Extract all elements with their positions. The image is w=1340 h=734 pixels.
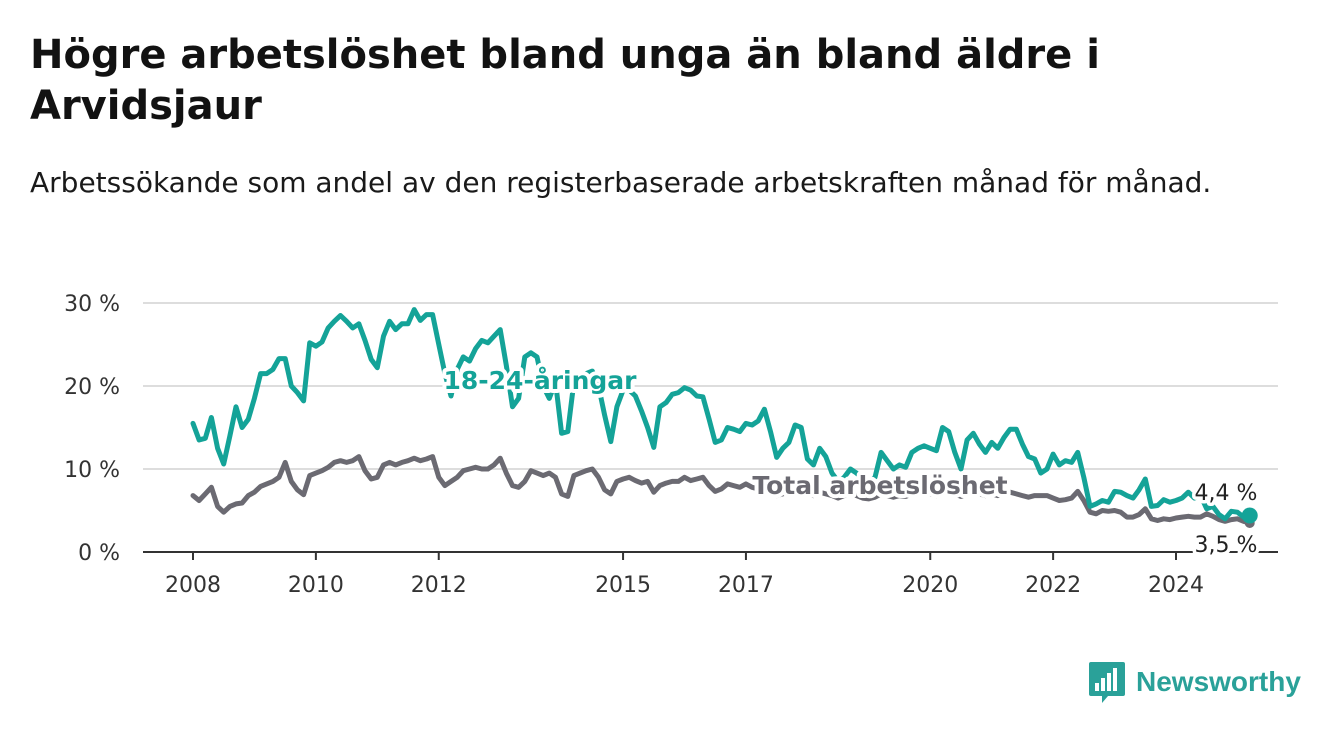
y-tick-label: 30 %	[64, 292, 120, 317]
x-tick-label: 2015	[595, 573, 651, 598]
x-tick-label: 2022	[1025, 573, 1081, 598]
x-tick-label: 2020	[902, 573, 958, 598]
y-tick-label: 10 %	[64, 458, 120, 483]
series-lines	[190, 307, 1258, 528]
x-tick-label: 2017	[718, 573, 774, 598]
newsworthy-logo-icon	[1089, 662, 1125, 703]
line-chart: 0 % 10 % 20 % 30 % 2008 2010 2012 2015 2017 2020…	[64, 292, 1278, 598]
chart-title: Högre arbetslöshet bland unga än bland ä…	[30, 32, 1100, 129]
brand-name: Newsworthy	[1136, 666, 1301, 697]
x-axis-ticks: 2008 2010 2012 2015 2017 2020 2022 2024	[165, 552, 1204, 598]
x-tick-label: 2024	[1148, 573, 1204, 598]
series-labels: 18-24-åringar Total arbetslöshet 4,4 % 3,5 …	[440, 362, 1261, 562]
series-label-total: Total arbetslöshet	[752, 471, 1007, 500]
x-tick-label: 2012	[411, 573, 467, 598]
end-value-label-youth: 4,4 %	[1195, 481, 1258, 506]
series-line-youth	[190, 307, 1253, 522]
x-tick-label: 2008	[165, 573, 221, 598]
grid-lines	[143, 302, 1278, 553]
y-tick-label: 20 %	[64, 375, 120, 400]
newsworthy-brand: Newsworthy	[1088, 660, 1301, 704]
end-value-label-total: 3,5 %	[1195, 533, 1258, 558]
series-label-youth: 18-24-åringar	[444, 366, 638, 395]
series-line-total	[190, 454, 1253, 526]
series-endpoint-youth	[1241, 507, 1258, 524]
chart-subtitle: Arbetssökande som andel av den registerb…	[30, 166, 1212, 199]
y-tick-label: 0 %	[78, 541, 120, 566]
x-tick-label: 2010	[288, 573, 344, 598]
y-axis-ticks: 0 % 10 % 20 % 30 %	[64, 292, 120, 566]
